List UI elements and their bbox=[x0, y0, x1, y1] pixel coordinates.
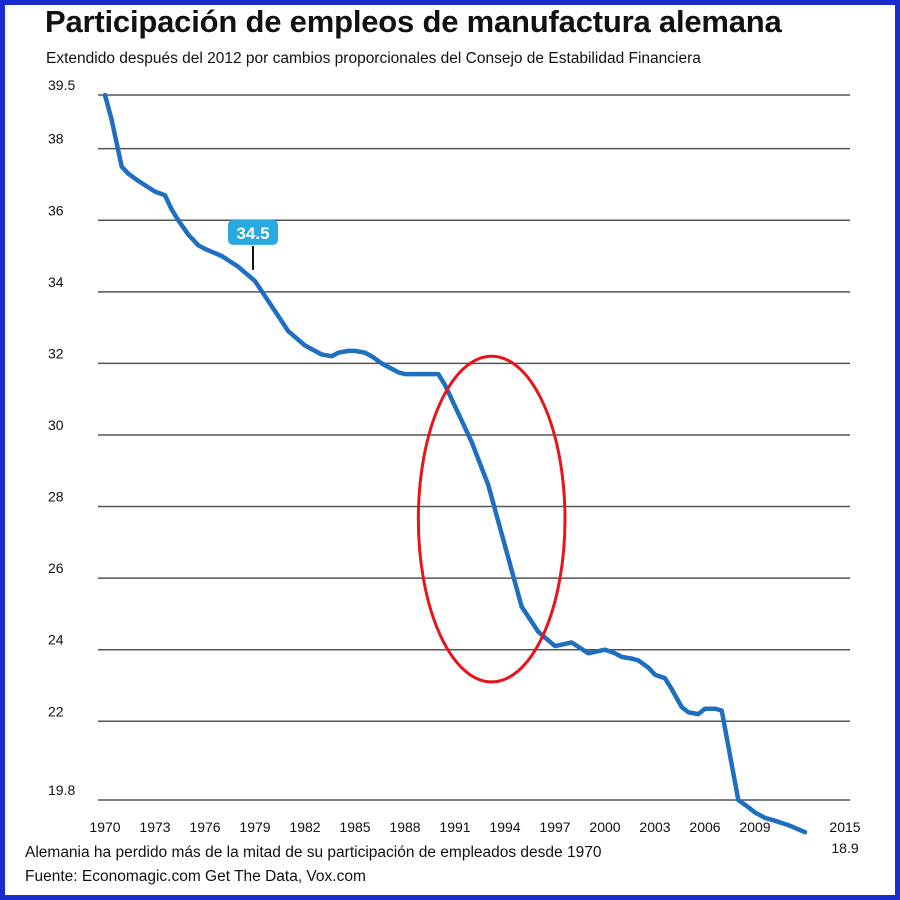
x-tick-label: 2000 bbox=[589, 819, 620, 835]
x-tick-label: 1982 bbox=[289, 819, 320, 835]
y-tick-label: 32 bbox=[48, 345, 64, 361]
data-callout: 34.5 bbox=[228, 219, 278, 270]
x-tick-label: 1994 bbox=[489, 819, 520, 835]
y-tick-label: 26 bbox=[48, 560, 64, 576]
x-tick-label: 1991 bbox=[439, 819, 470, 835]
x-tick-label: 2003 bbox=[639, 819, 670, 835]
x-tick-label: 2015 bbox=[829, 819, 860, 835]
x-tick-label: 1970 bbox=[89, 819, 120, 835]
x-tick-label: 1976 bbox=[189, 819, 220, 835]
y-tick-label: 34 bbox=[48, 274, 64, 290]
source-note: Fuente: Economagic.com Get The Data, Vox… bbox=[25, 868, 366, 885]
y-axis-ticks: 39.5 38 36 34 32 30 28 26 24 22 19.8 bbox=[48, 77, 75, 798]
y-tick-label: 36 bbox=[48, 202, 64, 218]
grid-lines bbox=[98, 94, 850, 801]
y-tick-label: 39.5 bbox=[48, 77, 75, 93]
y-tick-label: 24 bbox=[48, 632, 64, 648]
highlight-ellipse bbox=[416, 354, 567, 684]
y-tick-label: 22 bbox=[48, 703, 64, 719]
x-tick-label: 1979 bbox=[239, 819, 270, 835]
x-tick-label: 1997 bbox=[539, 819, 570, 835]
x-tick-label: 1985 bbox=[339, 819, 370, 835]
chart-subtitle: Extendido después del 2012 por cambios p… bbox=[46, 50, 701, 67]
y-tick-label: 38 bbox=[48, 131, 64, 147]
callout-label: 34.5 bbox=[236, 224, 269, 243]
series-line bbox=[102, 92, 808, 835]
x-tick-label: 1973 bbox=[139, 819, 170, 835]
y-tick-label: 19.8 bbox=[48, 782, 75, 798]
x-tick-label: 2006 bbox=[689, 819, 720, 835]
y-tick-label: 30 bbox=[48, 417, 64, 433]
end-value-label: 18.9 bbox=[831, 840, 858, 856]
chart-title: Participación de empleos de manufactura … bbox=[45, 4, 782, 39]
callout-box bbox=[228, 219, 278, 245]
x-tick-label: 1988 bbox=[389, 819, 420, 835]
x-tick-label: 2009 bbox=[739, 819, 770, 835]
x-axis-ticks: 1970 1973 1976 1979 1982 1985 1988 1991 1994 1997… bbox=[89, 819, 860, 835]
footnote: Alemania ha perdido más de la mitad de s… bbox=[25, 844, 602, 861]
y-tick-label: 28 bbox=[48, 489, 64, 505]
